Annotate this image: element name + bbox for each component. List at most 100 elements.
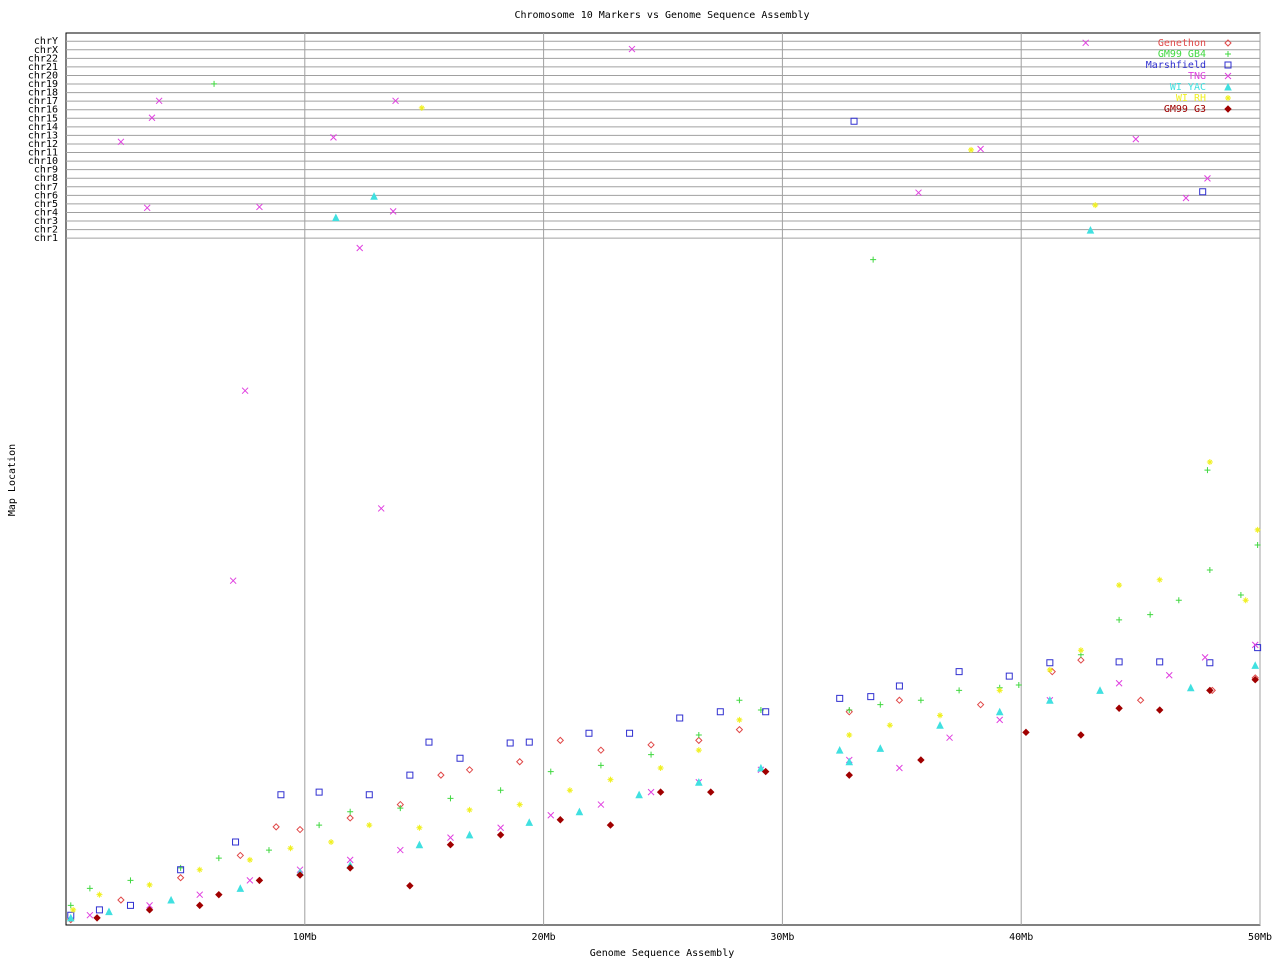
data-point (628, 45, 636, 53)
x-axis-label: Genome Sequence Assembly (590, 948, 735, 959)
data-point (516, 758, 524, 766)
data-point (836, 694, 844, 702)
data-point (1251, 641, 1259, 649)
x-tick-label: 30Mb (770, 932, 794, 943)
data-point (146, 902, 153, 909)
y-tick-label: chr2 (34, 225, 58, 236)
data-point (232, 838, 240, 846)
data-point (761, 767, 770, 776)
data-point (1096, 686, 1104, 694)
data-point (895, 682, 903, 690)
data-point (346, 856, 354, 864)
data-point (647, 741, 655, 749)
y-tick-label: chr11 (28, 148, 58, 159)
data-point (716, 708, 724, 716)
data-point (566, 787, 573, 794)
data-point (995, 707, 1004, 716)
data-point (1077, 656, 1085, 664)
data-point (1022, 728, 1030, 737)
y-tick-label: chrX (34, 45, 58, 56)
data-point (86, 885, 93, 892)
data-point (895, 696, 904, 704)
data-point (676, 714, 684, 722)
x-tick-label: 10Mb (293, 932, 317, 943)
x-tick-label: 20Mb (532, 932, 556, 943)
data-point (506, 739, 514, 747)
data-point (155, 97, 163, 105)
data-point (346, 814, 354, 822)
data-point (647, 788, 655, 796)
y-tick-label: chr20 (28, 70, 58, 81)
data-point (196, 901, 204, 910)
data-point (397, 805, 404, 812)
data-point (377, 505, 385, 512)
data-point (145, 906, 154, 914)
y-tick-label: chr22 (28, 53, 58, 64)
data-point (447, 795, 454, 802)
data-point (1005, 672, 1013, 680)
data-point (936, 721, 944, 729)
data-point (525, 818, 534, 826)
y-tick-label: chr5 (34, 199, 58, 210)
y-tick-label: chr6 (34, 190, 58, 201)
y-tick-label: chrY (34, 36, 58, 47)
y-tick-label: chr13 (28, 130, 58, 141)
y-tick-label: chr10 (28, 156, 58, 167)
data-point (236, 884, 245, 892)
data-point (657, 765, 664, 772)
data-point (695, 732, 702, 739)
y-tick-label: chr12 (28, 139, 58, 150)
data-point (762, 708, 770, 716)
legend-label: Marshfield (1146, 60, 1206, 71)
data-point (1201, 654, 1209, 661)
data-point (1206, 459, 1213, 466)
data-point (695, 736, 703, 745)
data-point (886, 722, 893, 729)
data-point (146, 881, 153, 888)
data-point (896, 764, 903, 772)
data-point (1254, 526, 1261, 533)
data-point (695, 778, 703, 786)
data-point (315, 788, 323, 796)
data-point (246, 856, 253, 863)
data-point (167, 895, 175, 904)
y-tick-label: chr8 (34, 173, 58, 184)
legend-marker (1224, 72, 1232, 80)
data-point (296, 825, 304, 834)
data-point (996, 687, 1003, 694)
data-point (1115, 704, 1123, 712)
data-point (255, 876, 264, 885)
y-tick-label: chr4 (34, 207, 58, 218)
data-point (915, 189, 922, 197)
legend-marker (1225, 95, 1231, 101)
data-point (1147, 611, 1154, 618)
y-axis-label: Map Location (7, 444, 18, 516)
data-point (1116, 582, 1123, 589)
legend-marker (1224, 61, 1232, 69)
y-tick-label: chr7 (34, 182, 58, 193)
data-point (956, 687, 963, 694)
data-point (656, 788, 665, 796)
data-point (366, 822, 373, 829)
data-point (127, 877, 134, 884)
data-point (1204, 175, 1211, 182)
data-point (626, 729, 634, 737)
data-point (525, 738, 533, 746)
data-point (316, 822, 323, 829)
data-point (117, 138, 125, 146)
data-point (95, 906, 103, 914)
data-point (346, 864, 354, 872)
data-point (93, 914, 101, 922)
data-point (547, 768, 554, 775)
data-point (556, 736, 565, 745)
data-point (968, 146, 975, 153)
data-point (846, 707, 853, 714)
data-point (497, 824, 504, 832)
data-point (497, 787, 504, 794)
data-point (648, 751, 655, 758)
data-point (389, 208, 397, 215)
data-point (850, 117, 858, 125)
data-point (597, 746, 605, 754)
data-point (356, 244, 364, 252)
data-point (1237, 591, 1244, 598)
